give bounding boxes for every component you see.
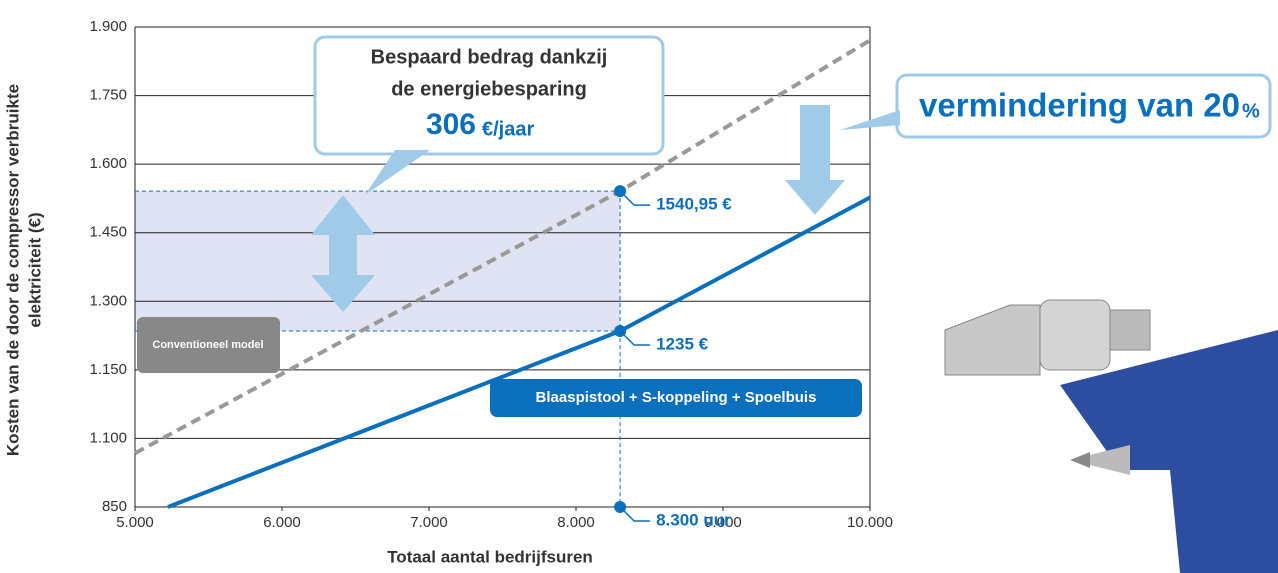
point-label: 8.300 uur (656, 510, 731, 529)
x-tick-label: 6.000 (263, 514, 301, 531)
nozzle-cone (945, 305, 1040, 375)
y-tick-label: 1.150 (89, 361, 127, 378)
product-photo (945, 300, 1278, 573)
x-axis-title: Totaal aantal bedrijfsuren (387, 547, 593, 566)
point-label: 1540,95 € (656, 195, 732, 214)
savings-text: de energiebesparing (391, 78, 587, 100)
chart: Kosten van de door de compressor verbrui… (0, 0, 1278, 573)
x-tick-label: 7.000 (410, 514, 448, 531)
nozzle-thread (1110, 310, 1150, 350)
reduction-unit: % (1242, 100, 1260, 122)
y-axis-title: Kosten van de door de compressor verbrui… (3, 84, 22, 456)
y-tick-label: 1.450 (89, 224, 127, 241)
y-axis-title: elektriciteit (€) (25, 212, 44, 327)
y-tick-label: 1.750 (89, 87, 127, 104)
reduction-text: vermindering van 20 (919, 87, 1240, 124)
x-tick-label: 8.000 (557, 514, 595, 531)
callout-pointer (365, 150, 430, 195)
page: {"chart_data": { "type": "line", "x_labe… (0, 0, 1278, 573)
legend-text: Blaaspistool + S-koppeling + Spoelbuis (536, 389, 817, 406)
savings-band (135, 191, 620, 331)
savings-amount: 306 (426, 108, 476, 141)
x-tick-label: 10.000 (847, 514, 893, 531)
point-label: 1235 € (656, 334, 709, 353)
x-tick-label: 5.000 (116, 514, 154, 531)
y-tick-label: 850 (102, 498, 127, 515)
y-tick-label: 1.300 (89, 292, 127, 309)
gun-tip (1070, 452, 1090, 468)
y-tick-label: 1.100 (89, 429, 127, 446)
reduction-arrow (785, 105, 845, 215)
savings-unit: €/jaar (482, 118, 534, 140)
y-tick-label: 1.900 (89, 18, 127, 35)
nozzle-body (1040, 300, 1110, 370)
legend-text: Conventioneel model (152, 339, 263, 351)
savings-text: Bespaard bedrag dankzij (371, 46, 608, 68)
y-tick-label: 1.600 (89, 155, 127, 172)
